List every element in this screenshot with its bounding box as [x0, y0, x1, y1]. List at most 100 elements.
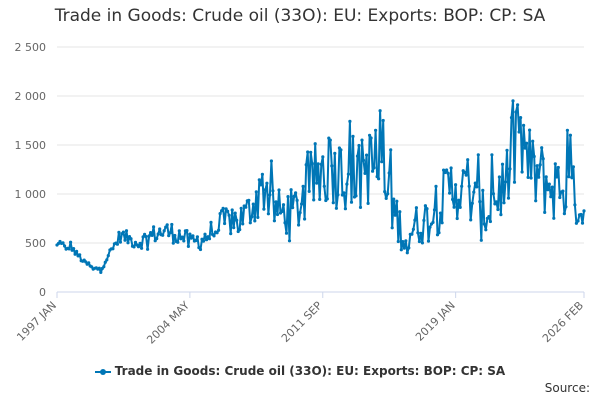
- data-point[interactable]: [165, 223, 169, 227]
- data-point[interactable]: [484, 228, 488, 232]
- data-point[interactable]: [78, 253, 82, 257]
- data-point[interactable]: [552, 216, 556, 220]
- data-point[interactable]: [553, 162, 557, 166]
- data-point[interactable]: [472, 190, 476, 194]
- data-point[interactable]: [191, 234, 195, 238]
- data-point[interactable]: [366, 201, 370, 205]
- data-point[interactable]: [224, 207, 228, 211]
- data-point[interactable]: [306, 150, 310, 154]
- data-point[interactable]: [321, 155, 325, 159]
- data-point[interactable]: [103, 260, 107, 264]
- data-point[interactable]: [550, 185, 554, 189]
- data-point[interactable]: [274, 200, 278, 204]
- data-point[interactable]: [310, 162, 314, 166]
- data-point[interactable]: [260, 172, 264, 176]
- data-point[interactable]: [188, 232, 192, 236]
- data-point[interactable]: [568, 133, 573, 137]
- data-point[interactable]: [209, 220, 213, 224]
- data-point[interactable]: [361, 158, 366, 162]
- data-point[interactable]: [576, 219, 580, 223]
- data-point[interactable]: [482, 222, 486, 226]
- data-point[interactable]: [168, 231, 172, 235]
- data-point[interactable]: [63, 244, 67, 248]
- data-point[interactable]: [372, 166, 376, 170]
- data-point[interactable]: [523, 146, 527, 150]
- data-point[interactable]: [298, 211, 302, 215]
- data-point[interactable]: [132, 245, 136, 249]
- data-point[interactable]: [126, 241, 130, 245]
- data-point[interactable]: [500, 162, 505, 166]
- data-point[interactable]: [448, 191, 452, 195]
- data-point[interactable]: [561, 189, 565, 193]
- data-point[interactable]: [230, 208, 234, 212]
- data-point[interactable]: [396, 239, 400, 244]
- data-point[interactable]: [297, 223, 301, 227]
- data-point[interactable]: [155, 237, 159, 241]
- data-point[interactable]: [414, 206, 418, 210]
- data-point[interactable]: [570, 176, 574, 180]
- data-point[interactable]: [404, 239, 408, 243]
- data-point[interactable]: [490, 153, 494, 157]
- data-point[interactable]: [420, 241, 424, 245]
- data-point[interactable]: [266, 212, 270, 216]
- data-point[interactable]: [253, 219, 257, 223]
- data-point[interactable]: [473, 181, 477, 185]
- data-point[interactable]: [534, 199, 538, 203]
- data-point[interactable]: [250, 215, 254, 219]
- data-point[interactable]: [198, 247, 203, 252]
- data-point[interactable]: [519, 116, 523, 120]
- data-point[interactable]: [99, 270, 103, 274]
- data-point[interactable]: [506, 196, 511, 200]
- data-point[interactable]: [374, 128, 378, 132]
- data-point[interactable]: [531, 139, 535, 143]
- data-point[interactable]: [207, 237, 212, 241]
- data-point[interactable]: [121, 230, 125, 234]
- data-point[interactable]: [269, 159, 273, 163]
- data-point[interactable]: [413, 218, 417, 222]
- data-point[interactable]: [229, 232, 233, 236]
- data-point[interactable]: [307, 189, 311, 193]
- data-point[interactable]: [428, 225, 432, 229]
- data-point[interactable]: [525, 141, 529, 145]
- data-point[interactable]: [555, 175, 559, 179]
- data-point[interactable]: [348, 119, 352, 123]
- data-point[interactable]: [75, 249, 79, 253]
- data-point[interactable]: [312, 198, 316, 202]
- data-point[interactable]: [449, 166, 453, 170]
- data-point[interactable]: [357, 143, 361, 148]
- data-point[interactable]: [565, 128, 570, 132]
- data-point[interactable]: [141, 235, 145, 239]
- data-point[interactable]: [333, 151, 337, 155]
- data-point[interactable]: [292, 194, 296, 198]
- data-point[interactable]: [300, 202, 304, 206]
- data-point[interactable]: [239, 206, 243, 210]
- data-point[interactable]: [325, 197, 329, 201]
- data-point[interactable]: [277, 188, 281, 192]
- data-point[interactable]: [463, 170, 467, 174]
- data-point[interactable]: [204, 238, 209, 242]
- data-point[interactable]: [358, 205, 363, 209]
- data-point[interactable]: [167, 234, 171, 238]
- data-point[interactable]: [467, 184, 471, 188]
- data-point[interactable]: [401, 240, 405, 244]
- data-point[interactable]: [244, 205, 248, 209]
- data-point[interactable]: [328, 138, 332, 142]
- data-point[interactable]: [345, 182, 349, 186]
- data-point[interactable]: [478, 200, 482, 204]
- data-point[interactable]: [304, 163, 308, 167]
- data-point[interactable]: [522, 123, 526, 127]
- data-point[interactable]: [390, 226, 394, 230]
- data-point[interactable]: [177, 229, 181, 233]
- data-point[interactable]: [535, 164, 539, 168]
- data-point[interactable]: [516, 103, 520, 107]
- data-point[interactable]: [392, 197, 396, 201]
- data-point[interactable]: [544, 175, 548, 179]
- data-point[interactable]: [295, 198, 299, 202]
- data-point[interactable]: [574, 221, 579, 225]
- data-point[interactable]: [257, 178, 261, 182]
- data-point[interactable]: [380, 160, 384, 164]
- data-point[interactable]: [558, 195, 562, 200]
- data-point[interactable]: [499, 213, 503, 217]
- data-point[interactable]: [381, 118, 385, 123]
- data-point[interactable]: [301, 184, 305, 188]
